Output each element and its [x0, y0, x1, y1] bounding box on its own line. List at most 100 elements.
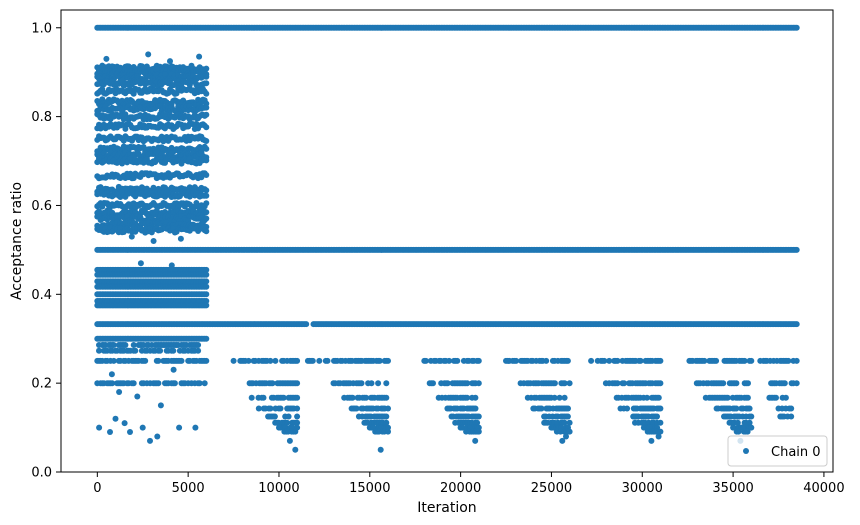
- data-point: [203, 291, 210, 298]
- data-point: [657, 405, 664, 412]
- data-point: [358, 380, 365, 387]
- data-point: [734, 419, 741, 426]
- data-point: [203, 302, 210, 309]
- data-point: [773, 394, 779, 401]
- x-tick-label: 20000: [440, 481, 481, 496]
- data-point: [383, 413, 390, 420]
- data-point: [260, 394, 267, 401]
- data-point: [538, 405, 545, 412]
- data-point: [745, 380, 751, 387]
- data-point: [376, 357, 383, 364]
- data-point: [294, 394, 301, 401]
- data-point: [286, 437, 293, 444]
- data-point: [720, 380, 727, 387]
- data-point: [564, 357, 571, 364]
- data-point: [203, 124, 210, 131]
- data-point: [168, 262, 175, 269]
- y-tick-label: 1.0: [31, 21, 52, 36]
- data-point: [621, 380, 628, 387]
- data-point: [203, 266, 210, 273]
- data-point: [127, 170, 134, 177]
- x-tick-label: 15000: [349, 481, 390, 496]
- data-point: [793, 246, 800, 253]
- data-point: [170, 366, 177, 373]
- data-point: [154, 433, 161, 440]
- data-point: [203, 209, 210, 216]
- data-point: [472, 405, 479, 412]
- plot-frame: [60, 9, 834, 473]
- data-point: [543, 357, 550, 364]
- data-point: [724, 394, 731, 401]
- y-tick-label: 0.2: [31, 377, 52, 392]
- data-point: [375, 380, 382, 387]
- data-point: [285, 413, 292, 420]
- data-point: [655, 433, 662, 440]
- data-point: [110, 357, 117, 364]
- x-tick-label: 25000: [531, 481, 572, 496]
- data-point: [556, 394, 563, 401]
- data-point: [383, 380, 390, 387]
- data-point: [203, 157, 210, 164]
- data-point: [157, 347, 164, 354]
- data-point: [730, 424, 737, 431]
- data-point: [655, 394, 662, 401]
- data-point: [614, 357, 621, 364]
- data-point: [309, 357, 316, 364]
- data-point: [648, 437, 655, 444]
- data-point: [551, 380, 558, 387]
- data-point: [157, 402, 164, 409]
- data-point: [203, 271, 210, 278]
- data-point: [171, 380, 178, 387]
- data-point: [267, 405, 274, 412]
- data-point: [178, 357, 185, 364]
- data-point: [430, 380, 436, 387]
- data-point: [280, 394, 287, 401]
- data-point: [385, 428, 391, 435]
- data-point: [624, 405, 631, 412]
- data-point: [192, 424, 199, 431]
- x-axis-label: Iteration: [417, 500, 476, 516]
- data-point: [513, 357, 520, 364]
- data-point: [127, 429, 133, 435]
- data-point: [551, 394, 558, 401]
- data-point: [203, 90, 210, 97]
- data-point: [561, 380, 568, 387]
- data-point: [565, 405, 571, 412]
- x-tick-label: 5000: [172, 481, 205, 496]
- data-point: [112, 415, 119, 422]
- data-point: [196, 53, 203, 60]
- data-point: [134, 393, 141, 400]
- data-point: [255, 405, 262, 412]
- y-tick-label: 0.4: [31, 288, 52, 303]
- data-point: [788, 405, 795, 412]
- data-point: [230, 357, 237, 364]
- data-point: [271, 413, 278, 420]
- data-point: [472, 437, 479, 444]
- data-point: [203, 192, 210, 199]
- data-points: [94, 24, 800, 453]
- data-point: [733, 380, 740, 387]
- data-point: [139, 424, 146, 431]
- data-point: [475, 357, 482, 364]
- data-point: [142, 357, 149, 364]
- data-point: [657, 357, 664, 364]
- data-point: [748, 424, 755, 431]
- data-point: [203, 172, 210, 178]
- data-point: [746, 419, 753, 426]
- data-point: [444, 380, 451, 387]
- data-point: [559, 437, 566, 444]
- data-point: [145, 51, 152, 58]
- x-axis-ticks: 0 5000 10000 15000 20000 25000 30000 35000 40000: [93, 472, 845, 496]
- data-point: [782, 394, 789, 401]
- data-point: [446, 357, 453, 364]
- data-point: [294, 357, 301, 364]
- x-tick-label: 35000: [712, 481, 753, 496]
- data-point: [657, 419, 664, 426]
- legend: Chain 0: [727, 435, 828, 467]
- data-point: [203, 73, 210, 80]
- data-point: [563, 433, 569, 440]
- data-point: [741, 357, 748, 364]
- data-point: [201, 380, 208, 387]
- data-point: [272, 357, 279, 364]
- data-point: [566, 419, 573, 426]
